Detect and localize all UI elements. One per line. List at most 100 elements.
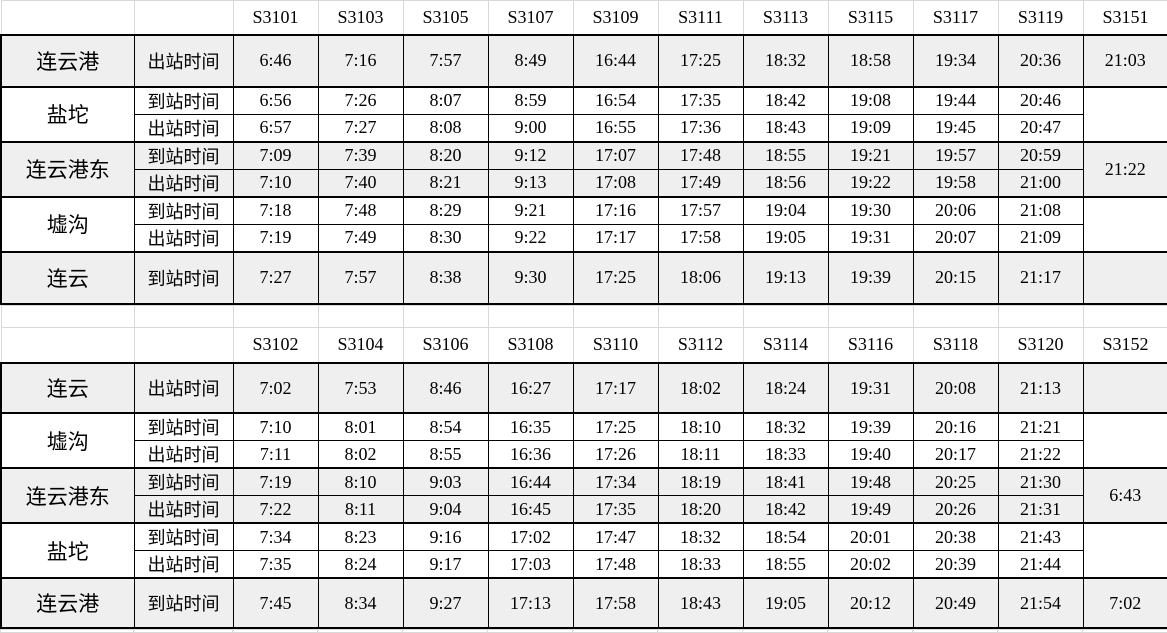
station-cell: 连云港东 bbox=[1, 142, 134, 197]
time-cell: 21:17 bbox=[998, 252, 1083, 304]
time-cell: 8:21 bbox=[403, 169, 488, 197]
time-cell: 18:33 bbox=[743, 441, 828, 469]
train-number-header: S3102 bbox=[233, 327, 318, 363]
time-cell: 17:48 bbox=[573, 551, 658, 579]
corner-cell-type bbox=[134, 1, 233, 35]
empty-time-cell bbox=[1083, 252, 1167, 304]
time-type-cell: 到站时间 bbox=[134, 523, 233, 551]
time-cell: 9:00 bbox=[488, 114, 573, 142]
station-cell: 连云港 bbox=[1, 578, 134, 628]
time-cell: 17:03 bbox=[488, 551, 573, 579]
time-cell: 7:10 bbox=[233, 169, 318, 197]
time-cell: 20:17 bbox=[913, 441, 998, 469]
time-cell: 17:13 bbox=[488, 578, 573, 628]
time-cell: 6:46 bbox=[233, 35, 318, 87]
time-type-cell: 出站时间 bbox=[134, 363, 233, 413]
time-cell: 7:02 bbox=[233, 363, 318, 413]
time-cell: 18:55 bbox=[743, 551, 828, 579]
time-cell: 19:45 bbox=[913, 114, 998, 142]
time-cell: 20:47 bbox=[998, 114, 1083, 142]
time-cell: 7:34 bbox=[233, 523, 318, 551]
time-cell: 17:47 bbox=[573, 523, 658, 551]
time-cell: 21:00 bbox=[998, 169, 1083, 197]
time-cell: 7:57 bbox=[403, 35, 488, 87]
time-cell: 20:06 bbox=[913, 197, 998, 225]
time-cell: 7:57 bbox=[318, 252, 403, 304]
time-cell: 17:25 bbox=[573, 252, 658, 304]
time-cell: 7:40 bbox=[318, 169, 403, 197]
gap-cell bbox=[658, 305, 743, 327]
time-cell: 7:45 bbox=[233, 578, 318, 628]
time-cell: 7:27 bbox=[233, 252, 318, 304]
station-cell: 墟沟 bbox=[1, 197, 134, 252]
time-type-cell: 出站时间 bbox=[134, 441, 233, 469]
time-type-cell: 到站时间 bbox=[134, 252, 233, 304]
time-cell: 9:12 bbox=[488, 142, 573, 170]
gap-cell bbox=[998, 305, 1083, 327]
time-cell: 9:27 bbox=[403, 578, 488, 628]
train-number-header: S3108 bbox=[488, 327, 573, 363]
station-cell: 盐坨 bbox=[1, 87, 134, 142]
time-cell: 16:27 bbox=[488, 363, 573, 413]
time-cell: 17:07 bbox=[573, 142, 658, 170]
time-cell: 20:07 bbox=[913, 224, 998, 252]
gap-cell bbox=[488, 630, 573, 633]
train-number-header: S3107 bbox=[488, 1, 573, 35]
station-cell: 盐坨 bbox=[1, 523, 134, 578]
time-cell: 8:38 bbox=[403, 252, 488, 304]
time-cell: 7:49 bbox=[318, 224, 403, 252]
train-number-header: S3118 bbox=[913, 327, 998, 363]
time-type-cell: 出站时间 bbox=[134, 169, 233, 197]
time-cell: 8:30 bbox=[403, 224, 488, 252]
time-cell: 19:39 bbox=[828, 413, 913, 441]
corner-cell-station bbox=[1, 327, 134, 363]
time-cell: 18:11 bbox=[658, 441, 743, 469]
time-cell: 19:04 bbox=[743, 197, 828, 225]
time-cell: 21:54 bbox=[998, 578, 1083, 628]
time-cell: 6:56 bbox=[233, 87, 318, 115]
time-cell: 18:42 bbox=[743, 496, 828, 524]
time-cell: 21:31 bbox=[998, 496, 1083, 524]
time-type-cell: 出站时间 bbox=[134, 496, 233, 524]
time-cell: 18:06 bbox=[658, 252, 743, 304]
time-cell: 17:25 bbox=[658, 35, 743, 87]
time-cell: 19:05 bbox=[743, 578, 828, 628]
time-cell: 18:33 bbox=[658, 551, 743, 579]
time-cell: 20:01 bbox=[828, 523, 913, 551]
time-cell: 8:59 bbox=[488, 87, 573, 115]
time-cell: 17:02 bbox=[488, 523, 573, 551]
time-cell: 9:16 bbox=[403, 523, 488, 551]
time-cell: 9:03 bbox=[403, 468, 488, 496]
time-cell: 21:21 bbox=[998, 413, 1083, 441]
gap-cell bbox=[743, 630, 828, 633]
time-cell: 6:57 bbox=[233, 114, 318, 142]
gap-cell bbox=[913, 630, 998, 633]
time-cell: 18:10 bbox=[658, 413, 743, 441]
time-cell: 8:08 bbox=[403, 114, 488, 142]
time-cell: 19:57 bbox=[913, 142, 998, 170]
time-cell: 17:36 bbox=[658, 114, 743, 142]
time-cell: 6:43 bbox=[1083, 468, 1167, 523]
gap-cell bbox=[403, 305, 488, 327]
time-cell: 16:44 bbox=[488, 468, 573, 496]
empty-time-cell bbox=[1083, 87, 1167, 142]
time-cell: 8:07 bbox=[403, 87, 488, 115]
time-cell: 8:10 bbox=[318, 468, 403, 496]
time-cell: 18:32 bbox=[743, 413, 828, 441]
time-cell: 18:02 bbox=[658, 363, 743, 413]
time-cell: 20:49 bbox=[913, 578, 998, 628]
time-type-cell: 出站时间 bbox=[134, 35, 233, 87]
clipped-grid-row bbox=[1, 630, 1167, 633]
gap-cell bbox=[743, 305, 828, 327]
time-cell: 7:48 bbox=[318, 197, 403, 225]
